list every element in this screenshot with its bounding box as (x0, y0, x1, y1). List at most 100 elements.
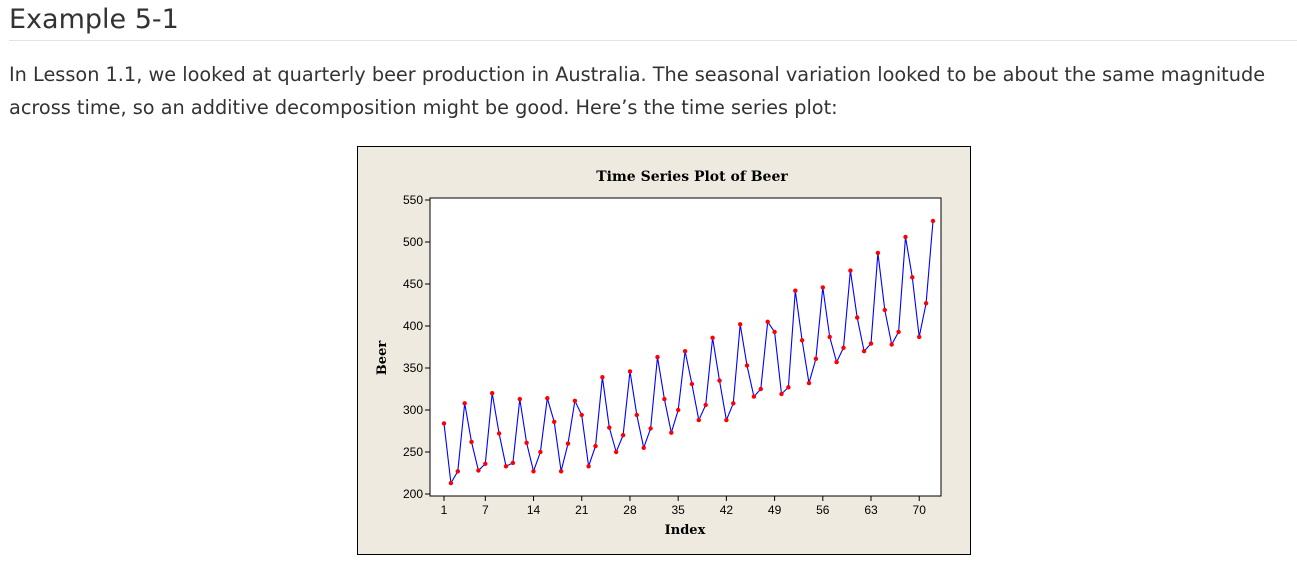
intro-line-2: across time, so an additive decompositio… (9, 96, 838, 119)
y-tick-label: 200 (403, 487, 423, 501)
y-tick-label: 450 (403, 277, 423, 291)
data-point (689, 381, 695, 387)
data-point (538, 449, 543, 455)
y-tick-label: 250 (403, 445, 423, 459)
data-point (476, 468, 481, 473)
data-point (462, 401, 467, 406)
data-point (758, 386, 763, 392)
data-point (648, 426, 653, 431)
intro-paragraph: In Lesson 1.1, we looked at quarterly be… (9, 58, 1297, 124)
x-tick-label: 63 (864, 503, 878, 517)
data-point (738, 322, 743, 327)
data-point (655, 354, 660, 360)
data-point (813, 356, 819, 361)
marker-layer (441, 218, 936, 486)
data-point (669, 430, 674, 435)
data-point (848, 268, 853, 273)
data-point (441, 421, 447, 426)
data-point (483, 461, 488, 466)
y-tick-label: 350 (403, 361, 423, 375)
data-point (724, 417, 729, 423)
data-point (903, 234, 908, 240)
data-point (614, 449, 619, 455)
data-point (917, 334, 922, 340)
data-point (896, 329, 901, 335)
data-point (765, 319, 770, 324)
data-point (882, 307, 887, 313)
x-tick-label: 42 (720, 503, 734, 517)
data-point (558, 469, 564, 474)
data-point (600, 375, 605, 380)
data-point (744, 363, 750, 368)
data-point (889, 342, 894, 347)
heading-divider (9, 40, 1297, 41)
data-point (731, 401, 736, 406)
y-axis-label: Beer (375, 341, 390, 376)
x-tick-label: 35 (671, 503, 685, 517)
data-point (572, 398, 578, 403)
x-tick-label: 56 (816, 503, 830, 517)
y-axis: 200 250 300 350 400 450 500 550 (403, 193, 430, 501)
data-point (806, 380, 812, 386)
data-point (545, 396, 550, 401)
series-layer (443, 220, 934, 485)
data-point (607, 425, 612, 430)
data-point (696, 417, 701, 423)
data-point (779, 391, 784, 397)
data-point (827, 334, 832, 340)
y-tick-label: 550 (403, 193, 423, 207)
intro-line-1: In Lesson 1.1, we looked at quarterly be… (9, 63, 1266, 86)
data-point (710, 335, 715, 340)
series-line (443, 220, 934, 485)
x-tick-label: 14 (527, 503, 541, 517)
data-point (552, 419, 557, 424)
section-heading: Example 5-1 (9, 4, 179, 35)
data-point (565, 441, 571, 446)
data-point (469, 439, 474, 445)
x-tick-label: 70 (913, 503, 927, 517)
data-point (593, 443, 598, 449)
data-point (786, 385, 791, 390)
x-tick-label: 1 (441, 503, 448, 517)
time-series-chart: Time Series Plot of Beer 200 250 300 350 400… (375, 169, 942, 538)
x-tick-label: 7 (482, 503, 489, 517)
data-point (861, 349, 867, 354)
data-point (868, 341, 874, 346)
data-point (620, 433, 626, 438)
chart-title: Time Series Plot of Beer (596, 169, 788, 185)
data-point (524, 440, 529, 445)
y-tick-label: 500 (403, 235, 423, 249)
x-axis-label: Index (665, 523, 706, 538)
data-point (531, 469, 536, 474)
data-point (772, 329, 777, 335)
data-point (627, 369, 633, 374)
data-point (503, 464, 509, 469)
data-point (793, 288, 798, 293)
data-point (910, 275, 915, 280)
data-point (820, 285, 825, 290)
data-point (490, 391, 495, 396)
data-point (634, 412, 639, 418)
data-point (676, 407, 681, 413)
data-point (751, 394, 757, 399)
data-point (510, 460, 516, 466)
data-point (641, 445, 646, 450)
data-point (923, 301, 929, 306)
data-point (717, 378, 722, 383)
data-point (834, 359, 839, 365)
data-point (799, 338, 805, 343)
data-point (855, 315, 860, 320)
data-point (930, 218, 936, 224)
data-point (586, 464, 591, 469)
data-point (448, 480, 454, 486)
time-series-figure: Time Series Plot of Beer 200 250 300 350 400… (357, 146, 971, 555)
data-point (703, 402, 708, 408)
x-tick-label: 21 (575, 503, 589, 517)
data-point (579, 412, 584, 418)
x-tick-label: 49 (768, 503, 782, 517)
data-point (662, 396, 667, 402)
x-axis: 1 7 14 21 28 35 42 49 56 63 70 (441, 496, 927, 517)
data-point (682, 349, 688, 354)
data-point (496, 431, 502, 436)
y-tick-label: 400 (403, 319, 423, 333)
